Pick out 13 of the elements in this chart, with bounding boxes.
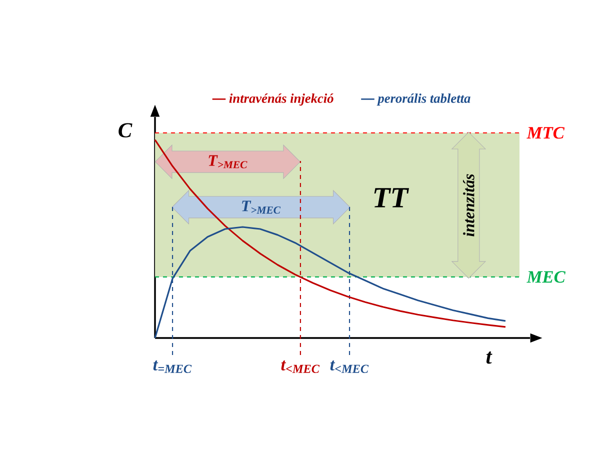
text: t$_{=MEC}$: [153, 360, 192, 373]
ref-line-label: MTC: [526, 127, 565, 139]
y-axis-title: C: [118, 123, 132, 138]
annotation: T$_{>MEC}$: [242, 200, 281, 214]
x-axis-title: t: [486, 352, 492, 364]
band-label: TT: [374, 188, 410, 208]
text: t$_{<MEC}$: [281, 360, 320, 373]
legend-label: intravénás injekció: [229, 94, 334, 106]
annotation: T$_{>MEC}$: [208, 155, 248, 168]
annotation: intenzitás: [463, 174, 474, 236]
legend-label: perorális tabletta: [376, 94, 470, 106]
text: t$_{<MEC}$: [330, 360, 369, 373]
ref-line-label: MEC: [526, 271, 566, 283]
